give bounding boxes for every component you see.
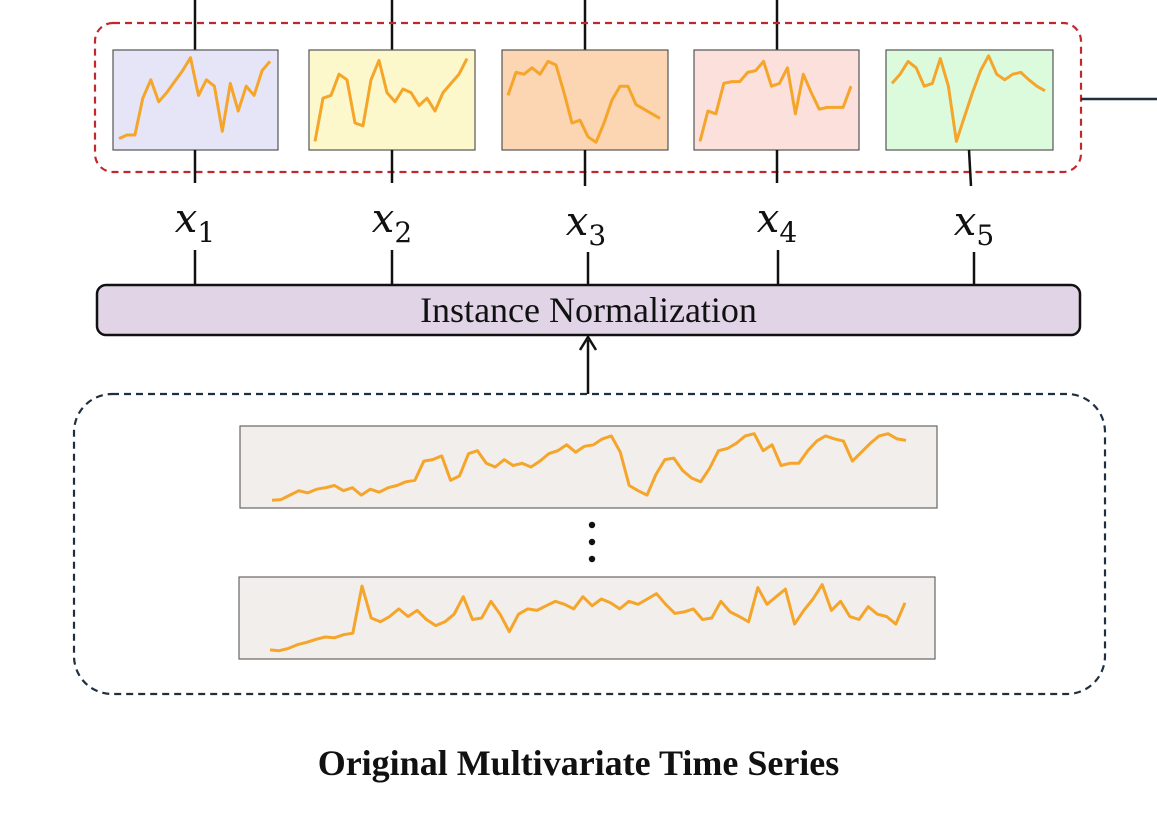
variable-panel-4 [693,49,860,151]
variable-panel-1 [112,49,279,151]
variable-symbol: x [174,196,198,242]
input-arrow [578,334,598,394]
input-series-panel-last [238,576,936,660]
instance-normalization-box [95,283,1082,337]
variable-series-line-1 [118,56,272,140]
variable-label-3: x3 [546,199,626,252]
variable-index: 2 [394,216,413,249]
variable-symbol: x [565,199,589,245]
variable-label-4: x4 [737,196,817,249]
variable-symbol: x [953,199,977,245]
variable-symbol: x [756,196,780,242]
input-series-line-1 [271,432,907,502]
vertical-ellipsis-icon [588,521,596,563]
variable-label-1: x1 [155,196,235,249]
variable-label-5: x5 [934,199,1014,252]
variable-index: 5 [976,219,995,252]
variable-series-line-4 [698,59,853,142]
variable-index: 3 [588,219,607,252]
input-series-group-border [72,392,1107,696]
top-connectors [193,0,779,50]
variable-index: 4 [779,216,798,249]
variable-series-lines [118,54,1046,144]
diagram-caption: Original Multivariate Time Series [317,743,840,783]
variable-symbol: x [371,196,395,242]
panel-to-label-connectors [193,149,973,187]
variable-group-border [93,21,1083,174]
variable-panel-3 [501,49,669,151]
variable-index: 1 [197,216,216,249]
input-series-lines [269,432,907,653]
arrow-head-icon [578,334,598,351]
variable-series-line-2 [313,57,469,142]
input-series-line-last [269,583,907,653]
panel-connector-5 [967,149,973,187]
label-to-norm-connectors [193,250,976,285]
variable-label-2: x2 [352,196,432,249]
variable-series-line-5 [890,54,1046,143]
variable-series-line-3 [506,59,661,144]
